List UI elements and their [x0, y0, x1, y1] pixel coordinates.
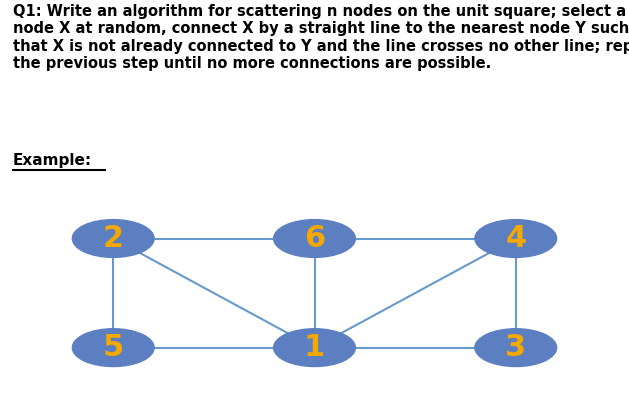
Text: 6: 6: [304, 224, 325, 253]
Text: 4: 4: [505, 224, 526, 253]
Ellipse shape: [274, 329, 355, 367]
Text: 5: 5: [103, 333, 124, 362]
Text: 2: 2: [103, 224, 124, 253]
Text: 3: 3: [505, 333, 526, 362]
Text: 1: 1: [304, 333, 325, 362]
Ellipse shape: [475, 329, 557, 367]
Ellipse shape: [72, 220, 154, 258]
Ellipse shape: [72, 329, 154, 367]
Text: Example:: Example:: [13, 153, 92, 168]
Ellipse shape: [475, 220, 557, 258]
Ellipse shape: [274, 220, 355, 258]
Text: Q1: Write an algorithm for scattering n nodes on the unit square; select a
node : Q1: Write an algorithm for scattering n …: [13, 4, 629, 71]
